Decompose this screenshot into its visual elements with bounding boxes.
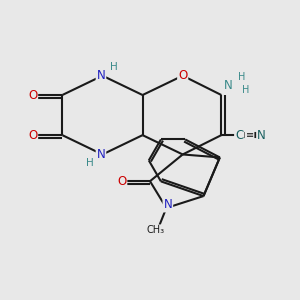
Text: CH₃: CH₃ bbox=[147, 225, 165, 235]
Text: O: O bbox=[28, 88, 37, 101]
Text: C: C bbox=[235, 129, 243, 142]
Text: N: N bbox=[97, 148, 105, 161]
Text: N: N bbox=[224, 79, 232, 92]
Text: N: N bbox=[257, 129, 266, 142]
Text: H: H bbox=[238, 72, 246, 82]
Text: H: H bbox=[242, 85, 249, 95]
Text: H: H bbox=[110, 62, 118, 72]
Text: O: O bbox=[178, 69, 187, 82]
Text: O: O bbox=[117, 175, 126, 188]
Text: N: N bbox=[164, 199, 172, 212]
Text: O: O bbox=[28, 129, 37, 142]
Text: N: N bbox=[97, 69, 105, 82]
Text: ≡: ≡ bbox=[245, 130, 253, 140]
Text: H: H bbox=[86, 158, 94, 168]
